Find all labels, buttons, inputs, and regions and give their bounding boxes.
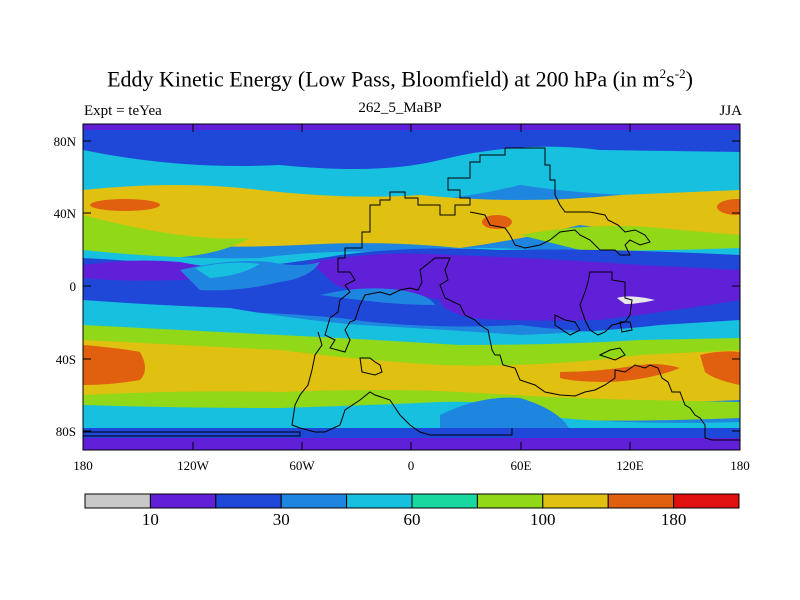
colorbar-box — [346, 493, 413, 509]
colorbar-box — [542, 493, 609, 509]
x-tick-label: 0 — [408, 458, 415, 473]
colorbar-label: 60 — [404, 510, 421, 529]
colorbar — [84, 493, 740, 509]
colorbar-box — [476, 493, 544, 509]
contour-field — [83, 124, 740, 450]
colorbar-label: 100 — [530, 510, 556, 529]
x-tick-label: 120E — [616, 458, 644, 473]
colorbar-box — [607, 493, 675, 509]
case-label: 262_5_MaBP — [358, 100, 442, 116]
map-title: Eddy Kinetic Energy (Low Pass, Bloomfiel… — [107, 66, 693, 92]
season-label: JJA — [719, 103, 742, 119]
colorbar-box — [149, 493, 217, 509]
y-tick-label: 40N — [54, 206, 77, 221]
y-tick-label: 80S — [56, 424, 76, 439]
colorbar-box — [673, 493, 740, 509]
south-yellow-band — [83, 340, 740, 403]
x-tick-label: 120W — [177, 458, 210, 473]
y-tick-label: 80N — [54, 134, 77, 149]
y-tick-label: 0 — [70, 279, 77, 294]
x-tick-label: 180 — [730, 458, 750, 473]
experiment-label: Expt = teYea — [84, 103, 162, 119]
colorbar-box — [411, 493, 478, 509]
x-tick-label: 180 — [73, 458, 93, 473]
colorbar-label: 10 — [142, 510, 159, 529]
colorbar-label: 30 — [273, 510, 290, 529]
y-tick-label: 40S — [56, 352, 76, 367]
colorbar-label: 180 — [661, 510, 687, 529]
x-axis-ticks — [82, 124, 741, 450]
x-tick-label: 60W — [289, 458, 315, 473]
colorbar-box — [280, 493, 348, 509]
y-axis-ticks — [83, 140, 740, 432]
equatorial-purple-core — [310, 253, 740, 321]
x-tick-label: 60E — [511, 458, 532, 473]
colorbar-box — [215, 493, 282, 509]
continent-outlines — [83, 147, 740, 441]
colorbar-labels: 10 30 60 100 180 — [142, 510, 686, 529]
north-yellow-band — [83, 185, 740, 248]
colorbar-box — [84, 493, 151, 509]
